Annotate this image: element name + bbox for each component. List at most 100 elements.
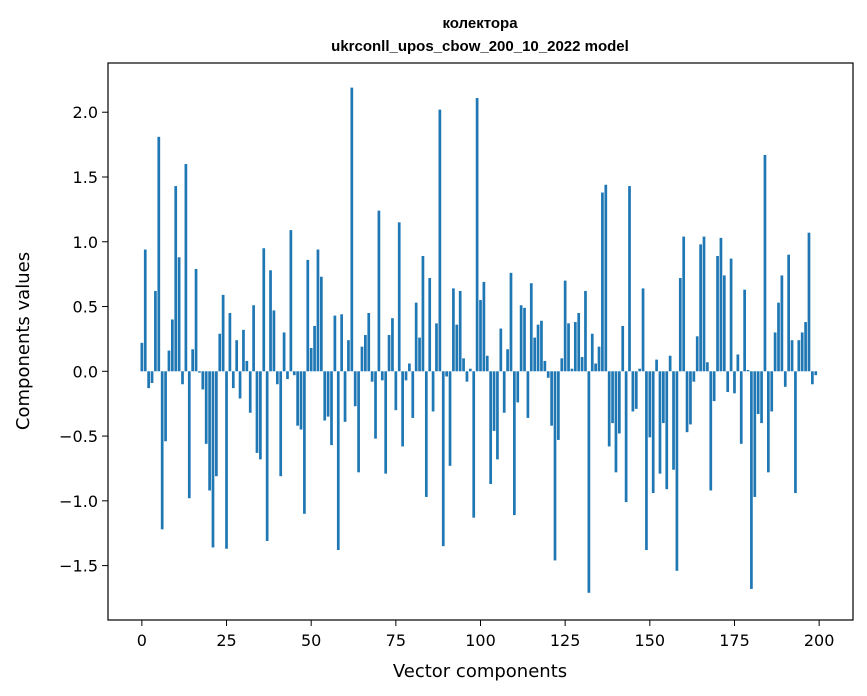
y-tick-label: 0.5 <box>73 298 98 317</box>
x-tick-label: 75 <box>386 631 406 650</box>
bar <box>580 357 584 372</box>
bar <box>662 371 665 424</box>
bar <box>262 248 266 372</box>
bar <box>211 371 215 548</box>
bar <box>421 256 425 372</box>
bar <box>577 313 581 372</box>
bar <box>215 371 218 477</box>
bar <box>303 371 306 514</box>
bar <box>445 371 448 377</box>
bar <box>326 371 330 417</box>
bar <box>689 371 692 425</box>
bar <box>594 363 597 372</box>
bar <box>733 371 736 394</box>
bar <box>651 371 655 494</box>
bar <box>435 323 438 372</box>
bar <box>797 340 801 372</box>
bar <box>225 371 228 549</box>
bar <box>455 324 459 372</box>
bar <box>729 258 733 372</box>
bar <box>475 97 479 372</box>
bar <box>438 109 442 372</box>
bar <box>424 371 428 497</box>
bar <box>174 186 178 372</box>
bar <box>658 371 662 474</box>
bar <box>567 323 570 372</box>
bar <box>201 371 205 390</box>
bar <box>485 355 489 372</box>
bar <box>160 371 164 530</box>
bar <box>760 371 763 424</box>
y-tick-label: 0.0 <box>73 362 98 381</box>
x-axis-ticks: 0 25 50 75 100 125 150 175 200 <box>137 620 834 650</box>
bar <box>269 270 272 372</box>
bar <box>431 371 435 412</box>
bar <box>523 307 526 372</box>
bar <box>516 371 520 403</box>
bar <box>553 371 557 561</box>
bar <box>218 333 222 372</box>
bar <box>167 350 171 372</box>
bar <box>336 371 340 551</box>
bar <box>692 371 696 382</box>
bar <box>743 289 746 372</box>
bar <box>330 371 333 446</box>
bar <box>699 244 702 372</box>
bar <box>726 371 730 393</box>
bar <box>360 346 364 372</box>
bar <box>401 371 404 447</box>
bar <box>526 371 530 418</box>
bar <box>245 360 249 372</box>
bar <box>404 371 408 381</box>
bar <box>790 340 794 372</box>
bar <box>465 371 469 382</box>
bar <box>343 371 347 422</box>
bar <box>607 371 611 447</box>
bar <box>685 371 689 433</box>
bar <box>590 333 594 372</box>
bar <box>655 359 658 372</box>
bar <box>584 290 587 372</box>
bar <box>154 290 157 372</box>
bar <box>275 371 279 385</box>
bar <box>746 370 750 372</box>
y-axis-label: Components values <box>13 252 34 430</box>
bar <box>573 322 577 372</box>
x-axis-label: Vector components <box>393 661 567 682</box>
bar <box>428 278 432 372</box>
bar <box>563 280 567 372</box>
bar <box>777 302 780 372</box>
bar <box>228 313 232 372</box>
bar <box>621 325 625 372</box>
bar <box>452 288 455 372</box>
bar <box>678 278 682 372</box>
bar <box>340 314 344 372</box>
bar <box>238 371 242 399</box>
bar <box>499 328 503 372</box>
bar <box>587 371 591 593</box>
bar <box>631 371 635 412</box>
bar <box>611 371 614 424</box>
bar <box>773 332 777 372</box>
bar <box>157 136 161 372</box>
bar <box>248 371 252 413</box>
bar <box>377 210 381 372</box>
chart-title: колектора <box>442 15 518 32</box>
bar <box>624 371 628 503</box>
bar <box>780 275 784 372</box>
bar <box>502 371 506 413</box>
bar <box>255 371 259 453</box>
bar <box>279 371 283 477</box>
bar <box>716 256 719 372</box>
bar <box>540 320 543 372</box>
bar <box>645 371 648 551</box>
bar <box>306 259 310 372</box>
bar <box>492 371 496 431</box>
bar <box>766 371 770 473</box>
bar <box>187 371 191 499</box>
bar <box>333 315 337 372</box>
bar <box>665 371 669 490</box>
bar <box>794 371 797 494</box>
bar <box>770 371 774 412</box>
